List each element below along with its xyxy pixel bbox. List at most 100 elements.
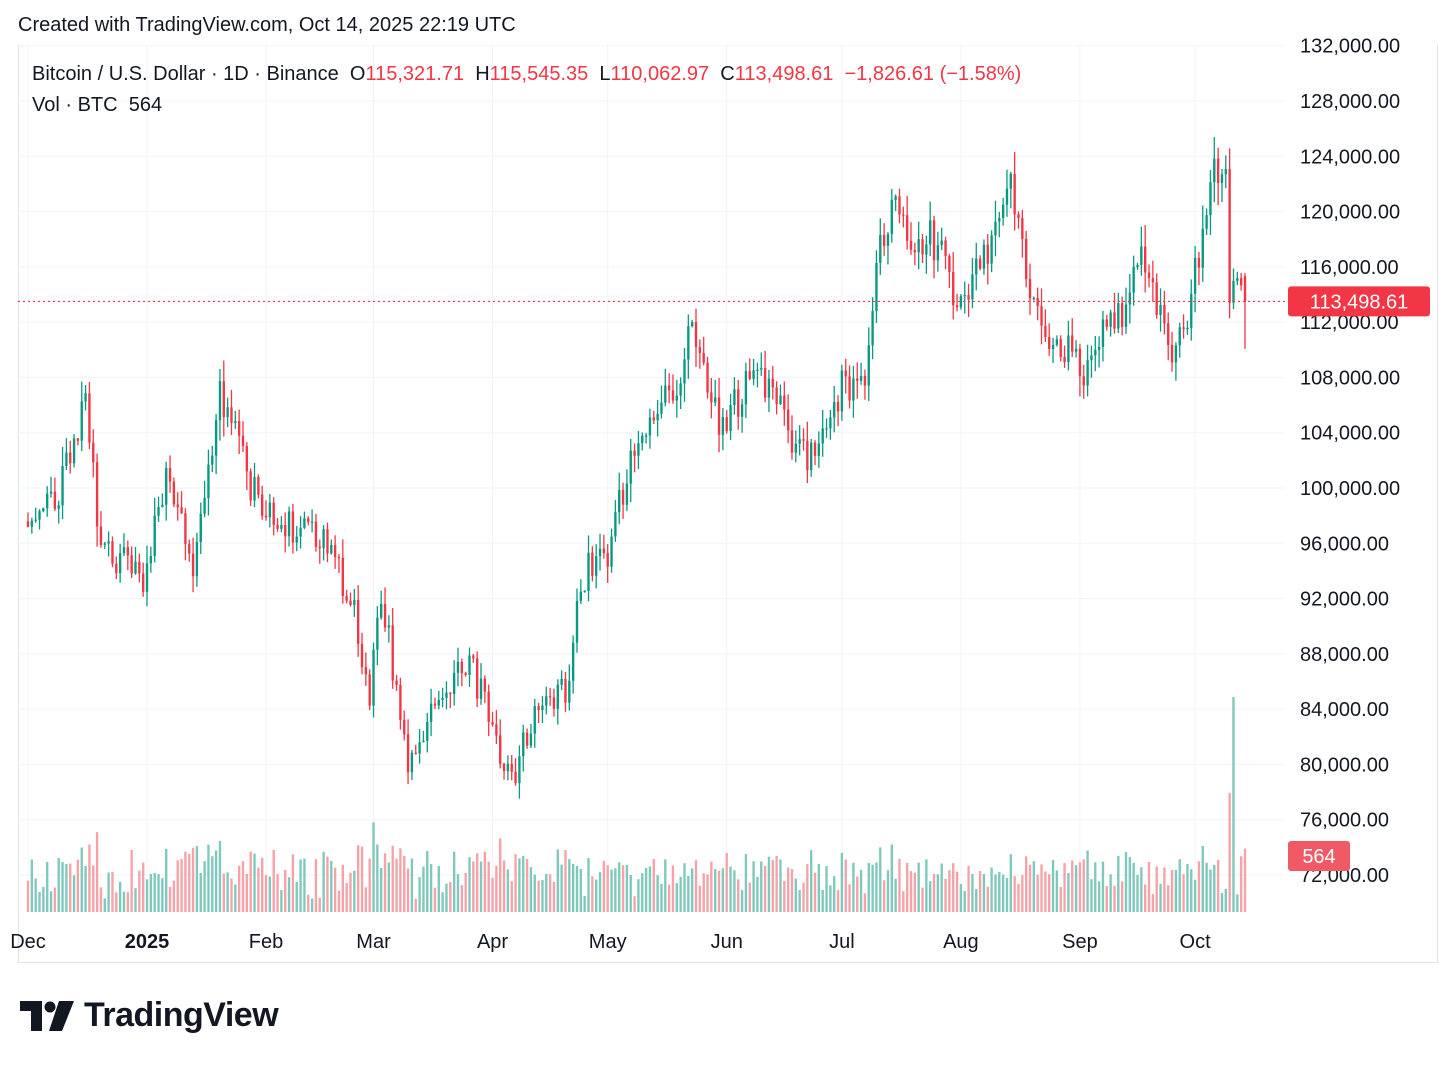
volume-bar (1059, 887, 1062, 912)
volume-bar (333, 867, 337, 912)
volume-bar (879, 847, 882, 912)
candle-body (990, 235, 993, 264)
candle-body (429, 703, 433, 722)
candle-body (898, 196, 901, 215)
candle-body (756, 369, 759, 371)
volume-bar (859, 869, 863, 912)
volume-bar (733, 870, 736, 912)
candle-body (633, 450, 636, 456)
candle-body (356, 600, 360, 644)
candle-body (917, 239, 920, 253)
volume-bar (967, 865, 970, 912)
volume-bar (813, 872, 817, 912)
time-tick-label: Sep (1062, 931, 1098, 953)
volume-bar (890, 844, 893, 912)
candle-body (180, 507, 183, 514)
candle-body (260, 494, 264, 516)
candle-body (752, 370, 755, 379)
tradingview-brand[interactable]: TradingView (20, 996, 279, 1035)
volume-bar (172, 880, 176, 912)
volume-bar (445, 883, 448, 912)
current-price-tag (1288, 286, 1430, 317)
volume-bar (207, 844, 210, 912)
volume-bar (322, 851, 325, 912)
volume-bar (913, 872, 917, 912)
time-tick-label: 2025 (125, 931, 170, 953)
candle-body (598, 548, 602, 557)
volume-bar (1190, 869, 1193, 912)
volume-bar (752, 861, 755, 912)
volume-bar (882, 880, 886, 912)
volume-bar (909, 871, 913, 912)
volume-bar (441, 892, 444, 912)
legend-low-value: 110,062.97 (610, 63, 710, 85)
candle-body (433, 703, 437, 706)
candle-body (1132, 267, 1135, 293)
volume-bar (65, 864, 68, 912)
volume-bar (295, 881, 298, 912)
candle-body (368, 674, 371, 706)
candle-body (257, 477, 260, 495)
volume-bar (940, 863, 943, 912)
candle-body (591, 552, 594, 576)
candle-body (230, 407, 233, 424)
volume-bar (314, 859, 318, 912)
volume-bar (775, 855, 778, 912)
candle-body (1105, 319, 1108, 327)
volume-bars (26, 697, 1247, 912)
candle-body (1017, 214, 1020, 219)
volume-bar (149, 874, 153, 912)
volume-bar (821, 889, 824, 912)
volume-bar (61, 862, 64, 912)
candle-body (1051, 344, 1055, 349)
volume-bar (230, 878, 233, 912)
candle-body (1190, 293, 1193, 328)
candle-body (671, 390, 675, 401)
price-tick-label: 84,000.00 (1300, 699, 1389, 721)
volume-legend-value: 564 (128, 94, 163, 116)
candle-body (26, 521, 30, 527)
volume-bar (698, 885, 702, 912)
volume-bar (767, 856, 771, 912)
volume-bar (241, 861, 245, 912)
candle-body (314, 521, 318, 547)
volume-bar (180, 859, 183, 912)
volume-bar (1051, 859, 1055, 912)
candle-body (1151, 278, 1155, 283)
candle-body (1228, 169, 1231, 303)
candle-body (84, 393, 87, 402)
candle-body (333, 544, 337, 557)
volume-bar (299, 859, 302, 912)
volume-bar (833, 876, 836, 912)
volume-bar (487, 861, 490, 912)
price-tick-label: 88,000.00 (1300, 644, 1389, 666)
price-tick-label: 96,000.00 (1300, 533, 1389, 555)
volume-bar (1028, 864, 1032, 912)
volume-bar (303, 858, 306, 912)
candle-body (161, 504, 164, 507)
candle-body (886, 234, 890, 246)
volume-bar (387, 862, 391, 912)
candle-body (936, 245, 940, 261)
volume-bar (218, 840, 222, 912)
volume-bar (272, 849, 275, 912)
chart-frame (18, 45, 1438, 963)
volume-bar (809, 850, 813, 912)
volume-bar (998, 871, 1001, 912)
candle-body (1097, 346, 1101, 350)
volume-bar (595, 879, 598, 912)
volume-bar (1013, 876, 1016, 912)
candle-body (905, 215, 909, 241)
volume-bar (260, 857, 264, 912)
candle-body (537, 706, 540, 711)
volume-bar (449, 881, 452, 912)
candle-body (959, 295, 963, 308)
volume-bar (1105, 886, 1108, 912)
volume-bar (345, 883, 348, 912)
volume-bar (598, 872, 602, 912)
volume-bar (437, 866, 440, 912)
volume-bar (667, 884, 671, 912)
candle-body (518, 756, 521, 784)
volume-bar (211, 856, 214, 912)
